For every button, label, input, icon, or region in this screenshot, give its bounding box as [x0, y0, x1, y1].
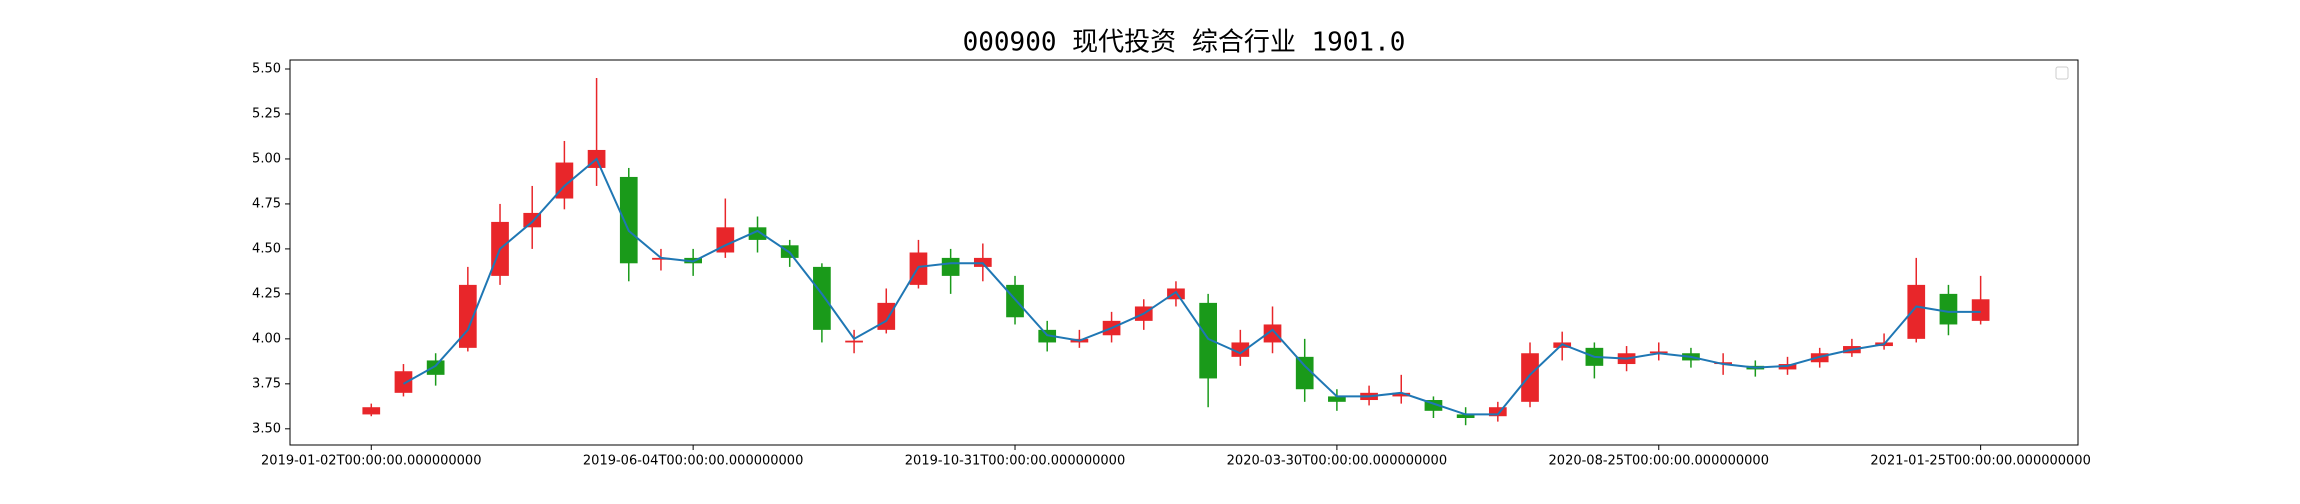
- candle-body: [941, 257, 960, 276]
- candle-body: [1167, 288, 1185, 300]
- candle-body: [1456, 414, 1475, 419]
- candle-body: [813, 266, 831, 330]
- candle-body: [845, 340, 863, 343]
- chart-title: 000900 现代投资 综合行业 1901.0: [963, 28, 1406, 58]
- plot-frame: [289, 59, 2079, 446]
- candle-body: [458, 284, 477, 348]
- y-tick-label: 4.25: [252, 286, 281, 301]
- moving-average-line: [402, 157, 1981, 416]
- y-tick-label: 5.00: [252, 151, 281, 166]
- candle-body: [1231, 342, 1250, 357]
- x-tick-label: 2019-06-04T00:00:00.000000000: [583, 454, 803, 469]
- x-tick-label: 2021-01-25T00:00:00.000000000: [1870, 454, 2090, 469]
- candle-body: [426, 360, 445, 375]
- candle-body: [1006, 284, 1024, 318]
- candle-body: [748, 227, 767, 240]
- candle-body: [1971, 299, 1990, 321]
- y-tick-label: 4.00: [252, 331, 281, 346]
- candle-body: [1907, 284, 1926, 339]
- candle-body: [877, 302, 896, 330]
- candle-body: [1392, 392, 1411, 397]
- candle-body: [394, 371, 413, 393]
- candle-body: [1424, 400, 1443, 411]
- candle-body: [1295, 356, 1314, 390]
- x-tick-label: 2020-03-30T00:00:00.000000000: [1227, 454, 1447, 469]
- x-tick-label: 2020-08-25T00:00:00.000000000: [1549, 454, 1769, 469]
- candle-body: [1521, 353, 1539, 402]
- y-tick-label: 4.75: [252, 196, 281, 211]
- x-tick-label: 2019-01-02T00:00:00.000000000: [261, 454, 481, 469]
- candle-body: [716, 227, 735, 253]
- y-tick-label: 5.50: [252, 61, 281, 76]
- legend-box: [2055, 66, 2069, 80]
- y-tick-label: 3.75: [252, 376, 281, 391]
- candle-body: [362, 407, 381, 415]
- y-tick-label: 4.50: [252, 241, 281, 256]
- y-tick-label: 3.50: [252, 421, 281, 436]
- y-tick-label: 5.25: [252, 106, 281, 121]
- x-tick-label: 2019-10-31T00:00:00.000000000: [905, 454, 1125, 469]
- candle-body: [1199, 302, 1217, 379]
- candle-body: [1328, 396, 1346, 402]
- candle-body: [1263, 324, 1282, 343]
- candle-body: [1939, 293, 1958, 325]
- candle-body: [619, 176, 638, 264]
- candle-body: [1488, 407, 1507, 417]
